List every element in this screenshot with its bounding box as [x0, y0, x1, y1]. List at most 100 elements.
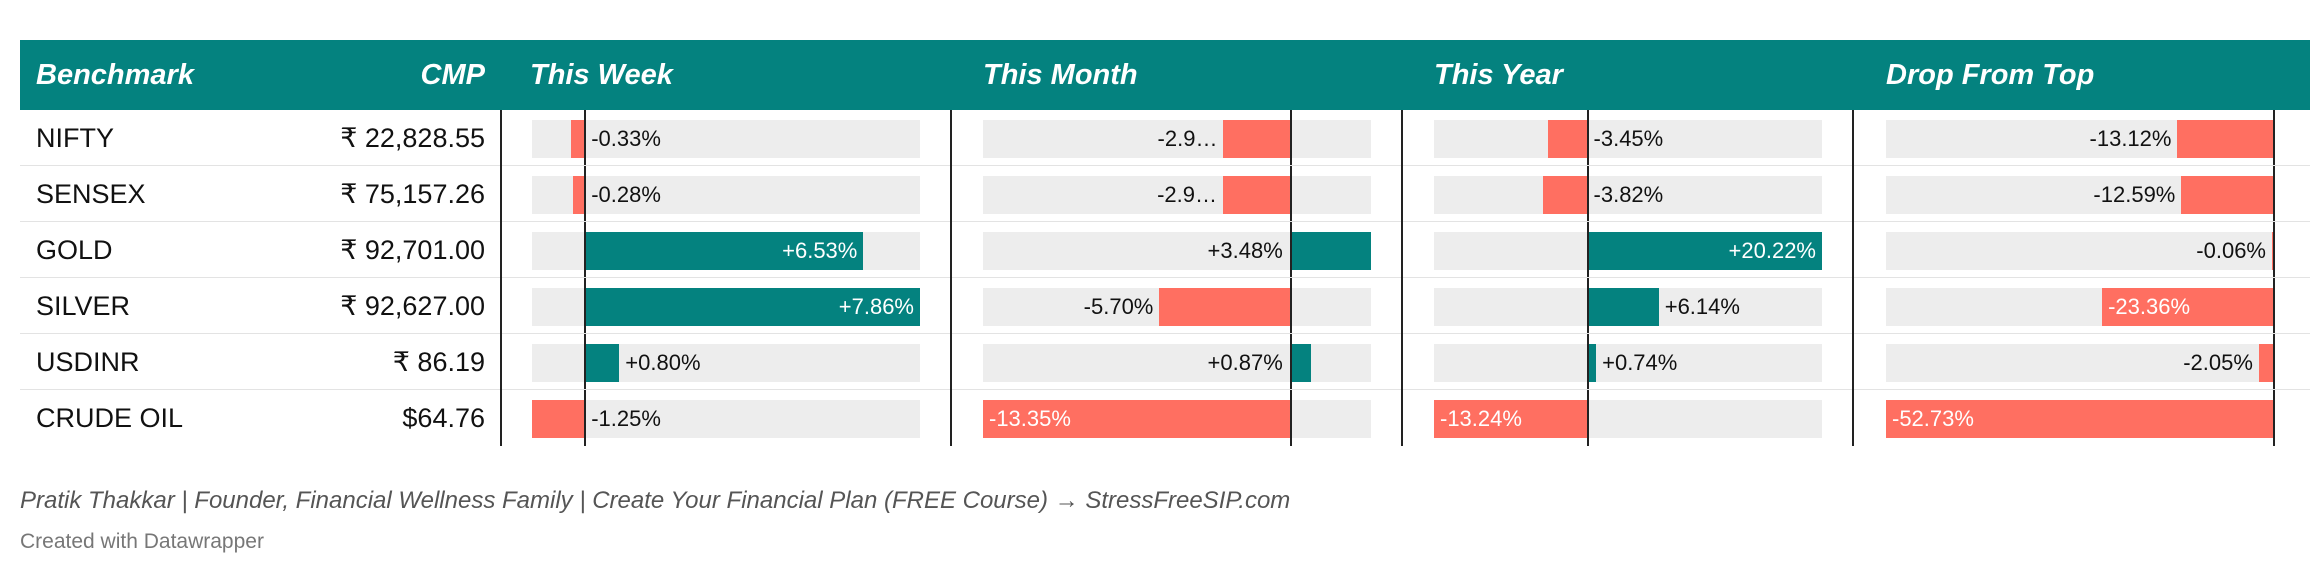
year-bar [1547, 120, 1588, 158]
drop-bar [2258, 344, 2274, 382]
week-value-label: +6.53% [782, 238, 858, 263]
drop-zero-line [2273, 278, 2275, 334]
column-separator-week [500, 110, 502, 446]
month-zero-line [1289, 166, 1292, 222]
table-header: Benchmark CMP This Week This Month This … [20, 40, 2310, 110]
month-bar [983, 400, 1291, 438]
week-zero-line [584, 390, 587, 446]
header-this-year: This Year [1434, 59, 1563, 91]
row-divider [20, 389, 2310, 390]
month-value-label: -5.70% [1083, 294, 1154, 319]
drop-zero-line [2273, 334, 2275, 390]
drop-bar-track: -12.59% [1886, 176, 2274, 214]
year-value-label: -3.82% [1593, 182, 1664, 207]
year-bar-track: -3.45% [1434, 120, 1822, 158]
row-divider [20, 277, 2310, 278]
benchmark-name: USDINR [36, 347, 140, 377]
header-drop-from-top: Drop From Top [1886, 59, 2095, 91]
week-bar [585, 232, 864, 270]
drop-value-label: -13.12% [2089, 126, 2172, 151]
benchmark-name: GOLD [36, 235, 113, 265]
month-bar-track: -5.70% [983, 288, 1371, 326]
cmp-value: $64.76 [402, 403, 485, 433]
year-bar-track: +20.22% [1434, 232, 1822, 270]
week-value-label: -0.28% [591, 182, 661, 207]
month-value-label: +3.48% [1207, 238, 1283, 263]
year-bar [1434, 400, 1588, 438]
month-value-label: -13.35% [989, 406, 1071, 431]
week-bar [585, 288, 920, 326]
year-bar [1543, 176, 1588, 214]
row-divider [20, 333, 2310, 334]
header-benchmark: Benchmark [36, 59, 194, 91]
week-bar-track: +0.80% [532, 344, 920, 382]
month-bar [1223, 120, 1291, 158]
table-row: GOLD ₹ 92,701.00 +6.53% +3.48% +20.22% -0.06% [20, 222, 2310, 278]
month-value-label: -2.9… [1157, 126, 1218, 151]
week-bar-track: -0.33% [532, 120, 920, 158]
drop-bar [2177, 120, 2274, 158]
drop-bar-track: -2.05% [1886, 344, 2274, 382]
year-bar-track: +6.14% [1434, 288, 1822, 326]
week-zero-line [584, 278, 587, 334]
drop-zero-line [2273, 110, 2275, 166]
drop-zero-line [2273, 390, 2275, 446]
month-bar-track: -2.9… [983, 176, 1371, 214]
week-bar [571, 120, 586, 158]
week-value-label: +0.80% [625, 350, 701, 375]
cmp-value: ₹ 92,627.00 [340, 291, 485, 321]
benchmark-name: SILVER [36, 291, 131, 321]
cmp-value: ₹ 75,157.26 [340, 179, 485, 209]
year-value-label: +20.22% [1728, 238, 1816, 263]
year-zero-line [1586, 390, 1589, 446]
drop-bar [2181, 176, 2274, 214]
drop-value-label: -12.59% [2093, 182, 2176, 207]
row-divider [20, 221, 2310, 222]
week-bar [532, 400, 586, 438]
week-zero-line [584, 334, 587, 390]
drop-value-label: -2.05% [2183, 350, 2253, 375]
year-value-label: +6.14% [1664, 294, 1740, 319]
month-bar-track: +3.48% [983, 232, 1371, 270]
year-zero-line [1586, 222, 1589, 278]
row-divider [20, 165, 2310, 166]
drop-bar [1886, 400, 2274, 438]
drop-value-label: -23.36% [2108, 294, 2191, 319]
table-row: SILVER ₹ 92,627.00 +7.86% -5.70% +6.14% -23.3… [20, 278, 2310, 334]
header-this-week: This Week [530, 59, 673, 91]
drop-zero-line [2273, 222, 2275, 278]
year-zero-line [1586, 166, 1589, 222]
month-bar-track: +0.87% [983, 344, 1371, 382]
month-zero-line [1289, 278, 1292, 334]
year-value-label: -3.45% [1593, 126, 1664, 151]
week-bar-track: -1.25% [532, 400, 920, 438]
benchmark-name: CRUDE OIL [36, 403, 184, 433]
drop-bar-track: -52.73% [1886, 400, 2274, 438]
week-value-label: -1.25% [591, 406, 661, 431]
month-bar-track: -2.9… [983, 120, 1371, 158]
drop-bar-track: -0.06% [1886, 232, 2274, 270]
month-bar [1290, 344, 1311, 382]
year-value-label: -13.24% [1440, 406, 1522, 431]
week-value-label: +7.86% [838, 294, 914, 319]
drop-bar-track: -23.36% [1886, 288, 2274, 326]
cmp-value: ₹ 22,828.55 [340, 123, 485, 153]
week-value-label: -0.33% [591, 126, 661, 151]
month-bar [1290, 232, 1371, 270]
year-zero-line [1586, 334, 1589, 390]
drop-bar-track: -13.12% [1886, 120, 2274, 158]
drop-value-label: -52.73% [1892, 406, 1974, 431]
month-bar-track: -13.35% [983, 400, 1371, 438]
week-bar [585, 344, 620, 382]
year-zero-line [1586, 278, 1589, 334]
column-separator-year [1401, 110, 1403, 446]
year-value-label: +0.74% [1602, 350, 1678, 375]
month-value-label: +0.87% [1207, 350, 1283, 375]
week-zero-line [584, 166, 587, 222]
month-zero-line [1289, 222, 1292, 278]
drop-value-label: -0.06% [2196, 238, 2266, 263]
drop-bar [2102, 288, 2274, 326]
month-value-label: -2.9… [1157, 182, 1217, 207]
benchmark-name: NIFTY [36, 123, 114, 153]
column-separator-drop [1852, 110, 1854, 446]
